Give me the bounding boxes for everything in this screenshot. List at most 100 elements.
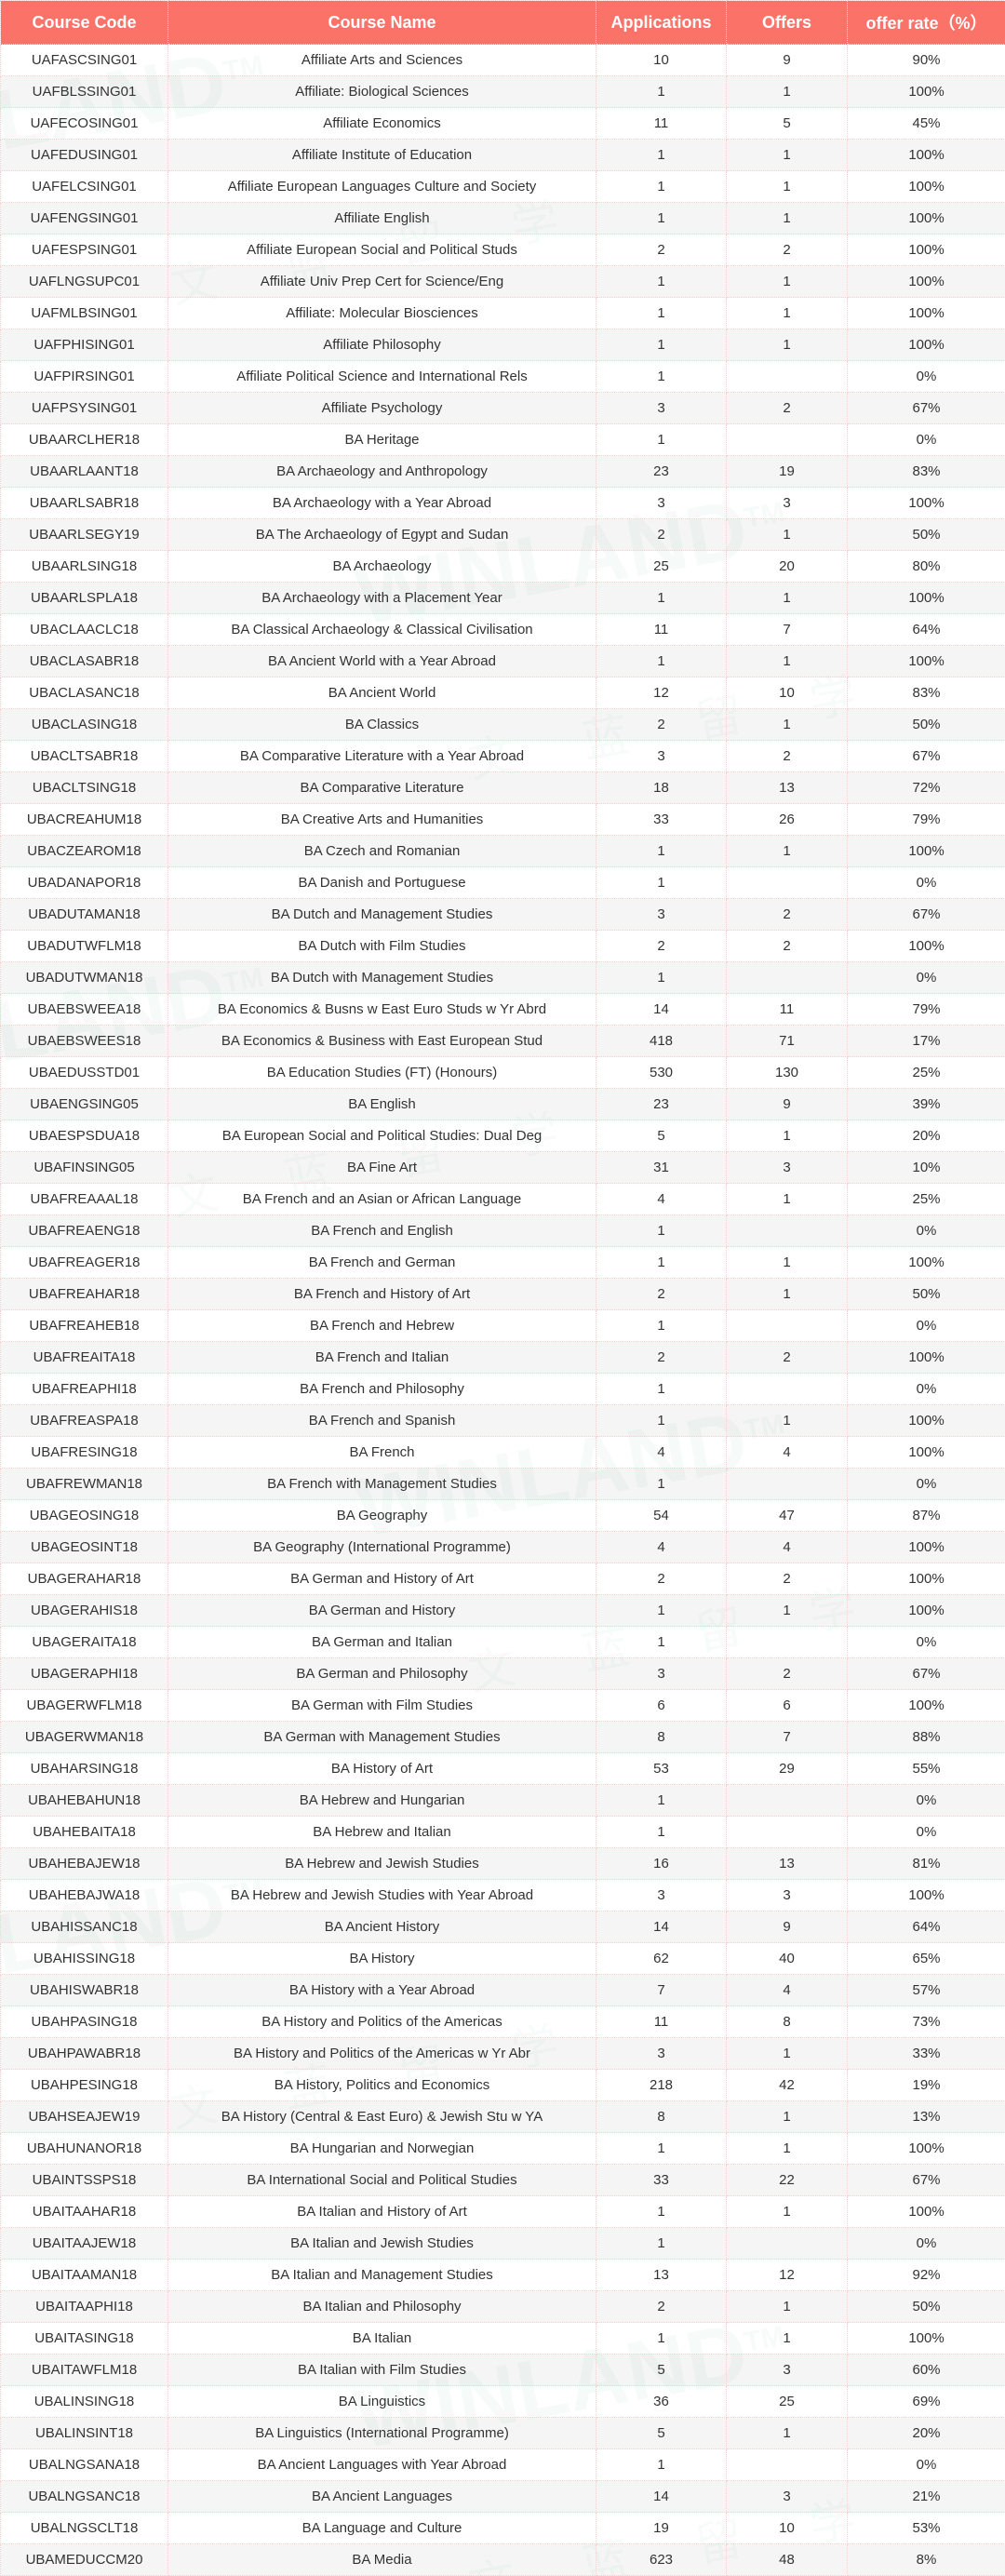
cell-code: UBACLASING18 <box>1 709 168 741</box>
cell-name: BA French and Hebrew <box>168 1310 596 1342</box>
table-row: UBAHEBAHUN18BA Hebrew and Hungarian10% <box>1 1785 1005 1817</box>
cell-rate: 100% <box>848 1563 1005 1595</box>
cell-name: BA History <box>168 1943 596 1975</box>
cell-code: UAFLNGSUPC01 <box>1 266 168 298</box>
cell-name: BA The Archaeology of Egypt and Sudan <box>168 519 596 551</box>
cell-off: 2 <box>727 393 848 424</box>
cell-off: 26 <box>727 804 848 836</box>
cell-off <box>727 962 848 994</box>
table-row: UBAESPSDUA18BA European Social and Polit… <box>1 1120 1005 1152</box>
cell-off: 1 <box>727 646 848 678</box>
table-row: UBAARLSABR18BA Archaeology with a Year A… <box>1 488 1005 519</box>
header-name: Course Name <box>168 1 596 45</box>
cell-off: 4 <box>727 1975 848 2006</box>
table-row: UAFECOSING01Affiliate Economics11545% <box>1 108 1005 140</box>
cell-off: 1 <box>727 266 848 298</box>
cell-off: 9 <box>727 1912 848 1943</box>
table-body: UAFASCSING01Affiliate Arts and Sciences1… <box>1 45 1005 2576</box>
table-row: UBAITAAMAN18BA Italian and Management St… <box>1 2260 1005 2291</box>
cell-name: BA Italian and Jewish Studies <box>168 2228 596 2260</box>
cell-off: 9 <box>727 1089 848 1120</box>
cell-off <box>727 1785 848 1817</box>
table-row: UBALNGSCLT18BA Language and Culture19105… <box>1 2513 1005 2544</box>
cell-code: UBAITASING18 <box>1 2323 168 2355</box>
cell-code: UBAGERAHIS18 <box>1 1595 168 1627</box>
cell-name: Affiliate Philosophy <box>168 329 596 361</box>
cell-app: 1 <box>596 2323 727 2355</box>
table-row: UBACZEAROM18BA Czech and Romanian11100% <box>1 836 1005 867</box>
cell-app: 14 <box>596 1912 727 1943</box>
table-row: UBAFREAAAL18BA French and an Asian or Af… <box>1 1184 1005 1215</box>
cell-name: BA Language and Culture <box>168 2513 596 2544</box>
cell-name: BA Archaeology with a Year Abroad <box>168 488 596 519</box>
cell-off: 1 <box>727 1595 848 1627</box>
cell-name: BA Creative Arts and Humanities <box>168 804 596 836</box>
cell-rate: 67% <box>848 741 1005 772</box>
cell-app: 5 <box>596 2418 727 2449</box>
cell-off: 3 <box>727 488 848 519</box>
cell-off: 3 <box>727 1152 848 1184</box>
cell-app: 1 <box>596 329 727 361</box>
table-row: UBAGEOSINT18BA Geography (International … <box>1 1532 1005 1563</box>
table-row: UBAFREAGER18BA French and German11100% <box>1 1247 1005 1279</box>
cell-app: 10 <box>596 45 727 76</box>
cell-app: 1 <box>596 1817 727 1848</box>
cell-code: UBAARLSING18 <box>1 551 168 583</box>
table-row: UBAGERAHIS18BA German and History11100% <box>1 1595 1005 1627</box>
cell-code: UBAHEBAITA18 <box>1 1817 168 1848</box>
table-row: UBAGERWFLM18BA German with Film Studies6… <box>1 1690 1005 1722</box>
table-row: UBAMEDUCCM20BA Media623488% <box>1 2544 1005 2576</box>
cell-app: 1 <box>596 1469 727 1500</box>
cell-off: 2 <box>727 1342 848 1374</box>
table-row: UBAINTSSPS18BA International Social and … <box>1 2165 1005 2196</box>
cell-app: 1 <box>596 1215 727 1247</box>
cell-rate: 100% <box>848 2133 1005 2165</box>
table-row: UBAHPAWABR18BA History and Politics of t… <box>1 2038 1005 2070</box>
cell-name: BA German with Management Studies <box>168 1722 596 1753</box>
cell-off: 3 <box>727 2355 848 2386</box>
cell-app: 8 <box>596 1722 727 1753</box>
cell-off <box>727 1627 848 1658</box>
cell-off <box>727 361 848 393</box>
cell-name: BA French and History of Art <box>168 1279 596 1310</box>
cell-app: 3 <box>596 741 727 772</box>
cell-name: BA Comparative Literature <box>168 772 596 804</box>
cell-rate: 100% <box>848 1437 1005 1469</box>
cell-name: BA Archaeology <box>168 551 596 583</box>
cell-code: UAFPSYSING01 <box>1 393 168 424</box>
cell-rate: 33% <box>848 2038 1005 2070</box>
table-row: UBADANAPOR18BA Danish and Portuguese10% <box>1 867 1005 899</box>
cell-code: UBAFREAENG18 <box>1 1215 168 1247</box>
table-row: UBAARLSEGY19BA The Archaeology of Egypt … <box>1 519 1005 551</box>
cell-off: 1 <box>727 836 848 867</box>
cell-off <box>727 1310 848 1342</box>
cell-off: 3 <box>727 2481 848 2513</box>
cell-rate: 0% <box>848 2449 1005 2481</box>
cell-off: 1 <box>727 1184 848 1215</box>
table-row: UBAHSEAJEW19BA History (Central & East E… <box>1 2101 1005 2133</box>
cell-rate: 100% <box>848 329 1005 361</box>
cell-off: 1 <box>727 1279 848 1310</box>
cell-app: 1 <box>596 2133 727 2165</box>
cell-name: BA French and Spanish <box>168 1405 596 1437</box>
cell-name: BA German and Philosophy <box>168 1658 596 1690</box>
cell-app: 5 <box>596 2355 727 2386</box>
cell-app: 1 <box>596 1405 727 1437</box>
cell-off: 2 <box>727 235 848 266</box>
table-row: UBAGERAHAR18BA German and History of Art… <box>1 1563 1005 1595</box>
cell-name: BA Hungarian and Norwegian <box>168 2133 596 2165</box>
cell-app: 4 <box>596 1437 727 1469</box>
table-row: UBAGERAPHI18BA German and Philosophy3267… <box>1 1658 1005 1690</box>
table-row: UBAFREASPA18BA French and Spanish11100% <box>1 1405 1005 1437</box>
cell-off: 7 <box>727 1722 848 1753</box>
cell-code: UBAINTSSPS18 <box>1 2165 168 2196</box>
cell-name: BA Italian and History of Art <box>168 2196 596 2228</box>
cell-app: 1 <box>596 266 727 298</box>
cell-name: BA Hebrew and Jewish Studies with Year A… <box>168 1880 596 1912</box>
cell-off: 1 <box>727 583 848 614</box>
cell-off <box>727 424 848 456</box>
cell-code: UBAARCLHER18 <box>1 424 168 456</box>
cell-rate: 100% <box>848 1532 1005 1563</box>
cell-rate: 81% <box>848 1848 1005 1880</box>
cell-app: 33 <box>596 2165 727 2196</box>
